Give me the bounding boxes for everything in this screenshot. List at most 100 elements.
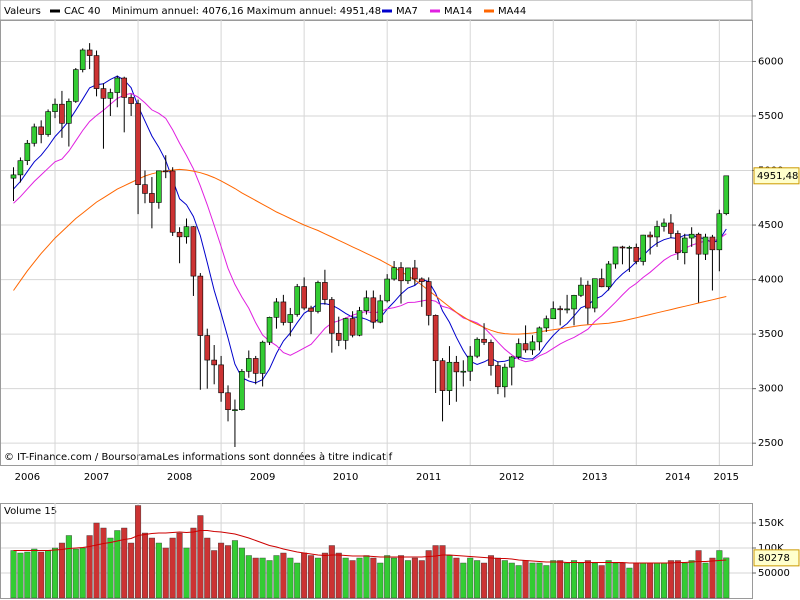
volume-bar <box>474 560 481 599</box>
candle-body <box>626 246 633 249</box>
candle-body <box>467 355 474 372</box>
volume-bar <box>252 557 259 599</box>
candle-body <box>495 365 501 388</box>
candle-body <box>294 286 301 315</box>
candle-body <box>536 327 543 343</box>
header-label: Valeurs <box>4 6 41 17</box>
candle-body <box>169 170 176 233</box>
volume-bar <box>114 530 121 599</box>
candle-body <box>287 314 294 323</box>
x-tick-label: 2008 <box>167 472 192 483</box>
candle-body <box>619 246 626 249</box>
volume-bar <box>557 560 564 599</box>
volume-bar <box>467 557 474 599</box>
volume-bar <box>128 542 135 599</box>
volume-bar <box>432 545 439 599</box>
volume-bar <box>716 550 723 599</box>
moving-average <box>13 92 727 363</box>
candle-body <box>640 234 647 262</box>
price-panel <box>0 20 753 466</box>
volume-bar <box>460 562 467 599</box>
candle-body <box>605 263 612 288</box>
candle-body <box>162 170 169 173</box>
volume-bar <box>79 547 86 599</box>
volume-bar <box>335 552 342 599</box>
volume-bar <box>674 560 681 599</box>
volume-bar <box>425 550 432 599</box>
volume-bar <box>550 560 557 599</box>
candle-body <box>239 371 245 411</box>
volume-bar <box>45 550 52 599</box>
candle-body <box>79 49 86 70</box>
volume-bar <box>439 545 446 599</box>
volume-bar <box>564 562 571 599</box>
volume-bar <box>218 542 225 599</box>
candle-body <box>412 267 418 280</box>
candle-body <box>702 236 709 255</box>
candle-body <box>550 308 557 320</box>
volume-bar <box>183 547 190 599</box>
volume-bar <box>543 565 550 599</box>
candle-body <box>190 226 197 277</box>
volume-bar <box>308 555 315 599</box>
header-bar <box>0 0 753 21</box>
candle-body <box>398 267 404 282</box>
volume-bar <box>411 557 418 599</box>
y-tick-label: 5500 <box>758 111 783 122</box>
candle-body <box>142 184 148 194</box>
volume-bar <box>481 562 488 599</box>
candle-body <box>612 246 619 265</box>
candle-body <box>342 318 349 341</box>
candle-body <box>446 361 453 391</box>
volume-bar <box>294 562 301 599</box>
volume-bar <box>259 557 266 599</box>
candle-body <box>308 307 314 312</box>
volume-bar <box>266 560 273 599</box>
y-tick-label: 4500 <box>758 220 783 231</box>
y-tick-label: 4000 <box>758 275 783 286</box>
candle-body <box>280 301 287 323</box>
candle-body <box>156 170 162 203</box>
candle-body <box>24 142 31 161</box>
candle-body <box>564 308 570 311</box>
legend-label: CAC 40 <box>64 6 101 17</box>
source-note: © IT-Finance.com / BoursoramaLes informa… <box>4 451 393 463</box>
volume-bar <box>245 555 252 599</box>
volume-title: Volume 15 <box>4 506 57 517</box>
volume-bar <box>384 555 391 599</box>
candle-body <box>176 231 183 238</box>
volume-bar <box>709 557 716 599</box>
volume-bar <box>667 560 674 599</box>
candle-body <box>688 233 695 239</box>
volume-bar <box>162 547 169 599</box>
candle-body <box>439 360 446 391</box>
candle-body <box>405 267 411 282</box>
candle-body <box>460 370 467 373</box>
candle-body <box>204 335 211 361</box>
x-tick-label: 2009 <box>250 472 275 483</box>
volume-bar <box>404 560 411 599</box>
volume-bar <box>660 562 667 599</box>
candle-body <box>225 392 231 411</box>
candle-body <box>252 358 259 374</box>
volume-bar <box>571 560 578 599</box>
volume-bar <box>273 555 280 599</box>
last-value-label: 4951,48 <box>757 171 798 182</box>
volume-bar <box>135 505 142 599</box>
volume-bar <box>508 562 515 599</box>
candle-body <box>502 366 508 388</box>
x-tick-label: 2015 <box>714 472 739 483</box>
volume-bar <box>626 567 633 599</box>
candle-body <box>349 318 356 336</box>
volume-bar <box>453 557 460 599</box>
candle-body <box>675 233 681 254</box>
candle-body <box>218 364 224 394</box>
candle-body <box>716 213 723 251</box>
volume-bar <box>238 547 245 599</box>
y-tick-label: 150K <box>758 518 784 529</box>
volume-bar <box>17 552 24 599</box>
volume-bar <box>107 537 114 599</box>
candle-body <box>474 338 480 357</box>
volume-bar <box>377 562 384 599</box>
candle-body <box>52 103 58 112</box>
